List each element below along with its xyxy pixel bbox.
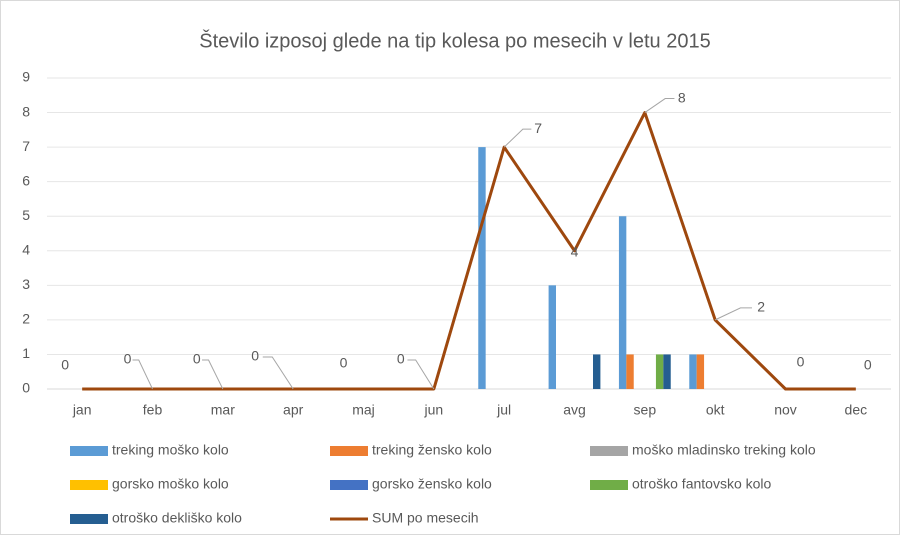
legend-swatch <box>590 446 628 456</box>
legend-label: otroško fantovsko kolo <box>632 476 772 492</box>
data-label: 2 <box>757 299 765 315</box>
data-label: 0 <box>251 348 259 364</box>
data-label: 8 <box>678 89 686 105</box>
x-tick-label: jan <box>72 402 92 418</box>
data-label: 0 <box>864 357 872 373</box>
bar <box>663 354 671 389</box>
legend-label: SUM po mesecih <box>372 510 479 526</box>
y-tick-label: 5 <box>22 207 30 223</box>
legend-swatch <box>70 446 108 456</box>
legend-label: otroško dekliško kolo <box>112 510 242 526</box>
legend-label: gorsko moško kolo <box>112 476 229 492</box>
x-tick-label: apr <box>283 402 304 418</box>
y-tick-label: 1 <box>22 345 30 361</box>
x-tick-label: mar <box>211 402 235 418</box>
x-tick-label: feb <box>143 402 163 418</box>
data-label: 0 <box>193 351 201 367</box>
legend-label: gorsko žensko kolo <box>372 476 492 492</box>
bar <box>618 216 627 389</box>
x-tick-label: jun <box>423 402 443 418</box>
leader-line <box>202 359 224 390</box>
y-tick-label: 3 <box>22 276 30 292</box>
legend-swatch <box>70 514 108 524</box>
y-tick-label: 9 <box>22 69 30 85</box>
leader-line <box>132 359 153 390</box>
x-tick-label: okt <box>706 402 725 418</box>
x-tick-label: dec <box>845 402 868 418</box>
x-tick-label: jul <box>496 402 511 418</box>
legend-swatch <box>70 480 108 490</box>
x-tick-label: maj <box>352 402 375 418</box>
y-tick-label: 2 <box>22 311 30 327</box>
y-tick-label: 7 <box>22 138 30 154</box>
x-tick-label: nov <box>774 402 797 418</box>
data-label: 0 <box>124 351 132 367</box>
legend-swatch <box>590 480 628 490</box>
leader-line <box>644 98 675 113</box>
x-tick-label: sep <box>634 402 657 418</box>
leader-line <box>714 307 752 321</box>
bar <box>626 354 634 389</box>
legend-label: treking moško kolo <box>112 442 229 458</box>
legend-swatch <box>330 446 368 456</box>
leader-line <box>262 356 294 390</box>
leader-line <box>407 359 435 390</box>
data-label: 0 <box>797 354 805 370</box>
legend-label: treking žensko kolo <box>372 442 492 458</box>
data-label: 0 <box>397 351 405 367</box>
data-label: 0 <box>340 355 348 371</box>
data-label: 4 <box>571 243 579 259</box>
leader-line <box>503 128 532 148</box>
line <box>82 111 856 391</box>
legend-swatch <box>330 480 368 490</box>
x-tick-label: avg <box>563 402 586 418</box>
y-tick-label: 0 <box>22 380 30 396</box>
bar <box>548 285 556 389</box>
y-tick-label: 6 <box>22 172 30 188</box>
data-label: 7 <box>534 120 542 136</box>
data-label: 0 <box>61 357 69 373</box>
bar <box>655 354 664 389</box>
chart-title: Število izposoj glede na tip kolesa po m… <box>199 29 710 52</box>
y-tick-label: 4 <box>22 241 30 257</box>
bar <box>593 354 601 389</box>
y-tick-label: 8 <box>22 103 30 119</box>
bar <box>696 354 705 389</box>
bar <box>478 147 486 389</box>
legend-label: moško mladinsko treking kolo <box>632 442 816 458</box>
bar <box>689 354 697 389</box>
